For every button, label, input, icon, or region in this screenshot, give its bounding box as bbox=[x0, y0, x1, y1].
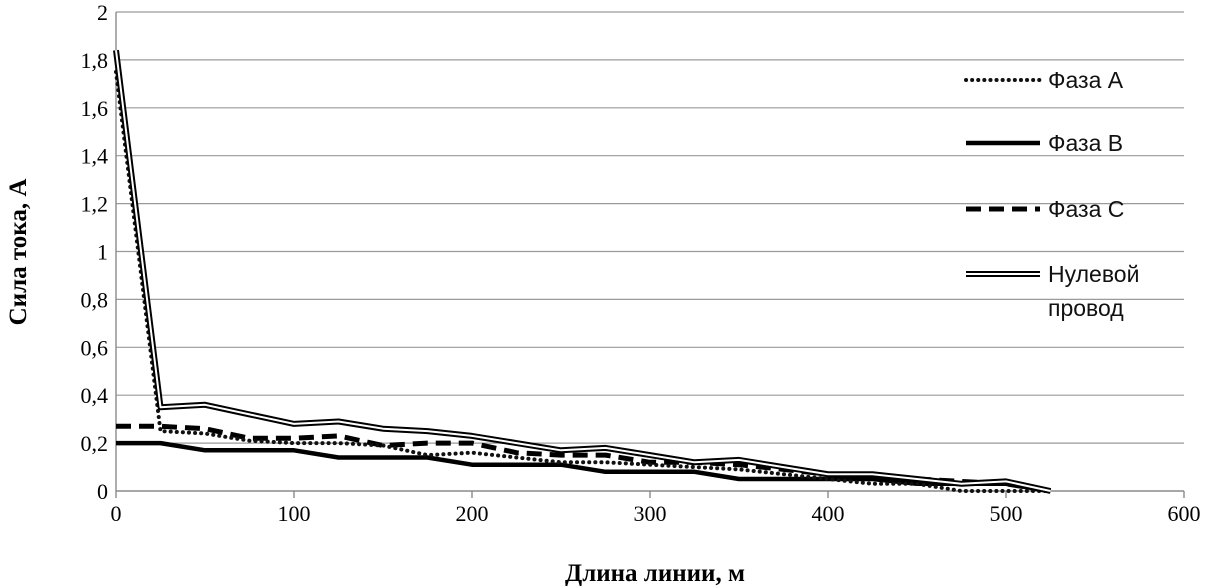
axes: 0 0,2 0,4 0,6 0,8 1 1,2 1,4 1,6 1,8 2 0 100 200 300 400… bbox=[81, 0, 1201, 526]
y-tick-label: 1,8 bbox=[81, 48, 109, 73]
legend-item: Фаза А bbox=[964, 67, 1124, 93]
y-tick-label: 1 bbox=[97, 240, 108, 265]
y-tick-label: 0,8 bbox=[81, 287, 109, 312]
legend: Фаза А Фаза В Фаза С Нулевой провод bbox=[964, 67, 1139, 321]
legend-label: Фаза С bbox=[1048, 196, 1124, 222]
legend-item: Нулевой провод bbox=[966, 261, 1139, 321]
x-tick-label: 0 bbox=[111, 501, 122, 526]
y-axis-title: Сила тока, А bbox=[5, 179, 32, 326]
series-layer bbox=[113, 49, 1053, 494]
legend-label: Нулевой провод bbox=[1048, 261, 1139, 321]
legend-item: Фаза С bbox=[966, 196, 1124, 222]
x-axis-title: Длина линии, м bbox=[565, 560, 745, 586]
series-line bbox=[116, 440, 1051, 494]
series-line-outer bbox=[113, 49, 1052, 494]
series-4 bbox=[113, 49, 1052, 494]
legend-item: Фаза В bbox=[966, 130, 1123, 156]
x-tick-label: 500 bbox=[990, 501, 1023, 526]
y-tick-label: 1,4 bbox=[81, 144, 109, 169]
x-tick-label: 100 bbox=[278, 501, 311, 526]
series-2 bbox=[116, 440, 1051, 494]
series-line-inner bbox=[115, 50, 1051, 492]
y-tick-label: 0,6 bbox=[81, 335, 109, 360]
y-tick-label: 0 bbox=[97, 479, 108, 504]
y-tick-label: 1,6 bbox=[81, 96, 109, 121]
y-tick-label: 2 bbox=[97, 0, 108, 25]
series-1 bbox=[114, 69, 1053, 493]
y-tick-label: 1,2 bbox=[81, 192, 109, 217]
x-tick-label: 300 bbox=[634, 501, 667, 526]
x-tick-label: 200 bbox=[456, 501, 489, 526]
x-tick-label: 400 bbox=[812, 501, 845, 526]
legend-label: Фаза А bbox=[1048, 67, 1124, 93]
gridlines bbox=[116, 11, 1184, 444]
series-line bbox=[114, 69, 1053, 493]
y-tick-label: 0,4 bbox=[81, 383, 109, 408]
x-tick-label: 600 bbox=[1168, 501, 1201, 526]
legend-label: Фаза В bbox=[1048, 130, 1123, 156]
y-tick-label: 0,2 bbox=[81, 431, 109, 456]
